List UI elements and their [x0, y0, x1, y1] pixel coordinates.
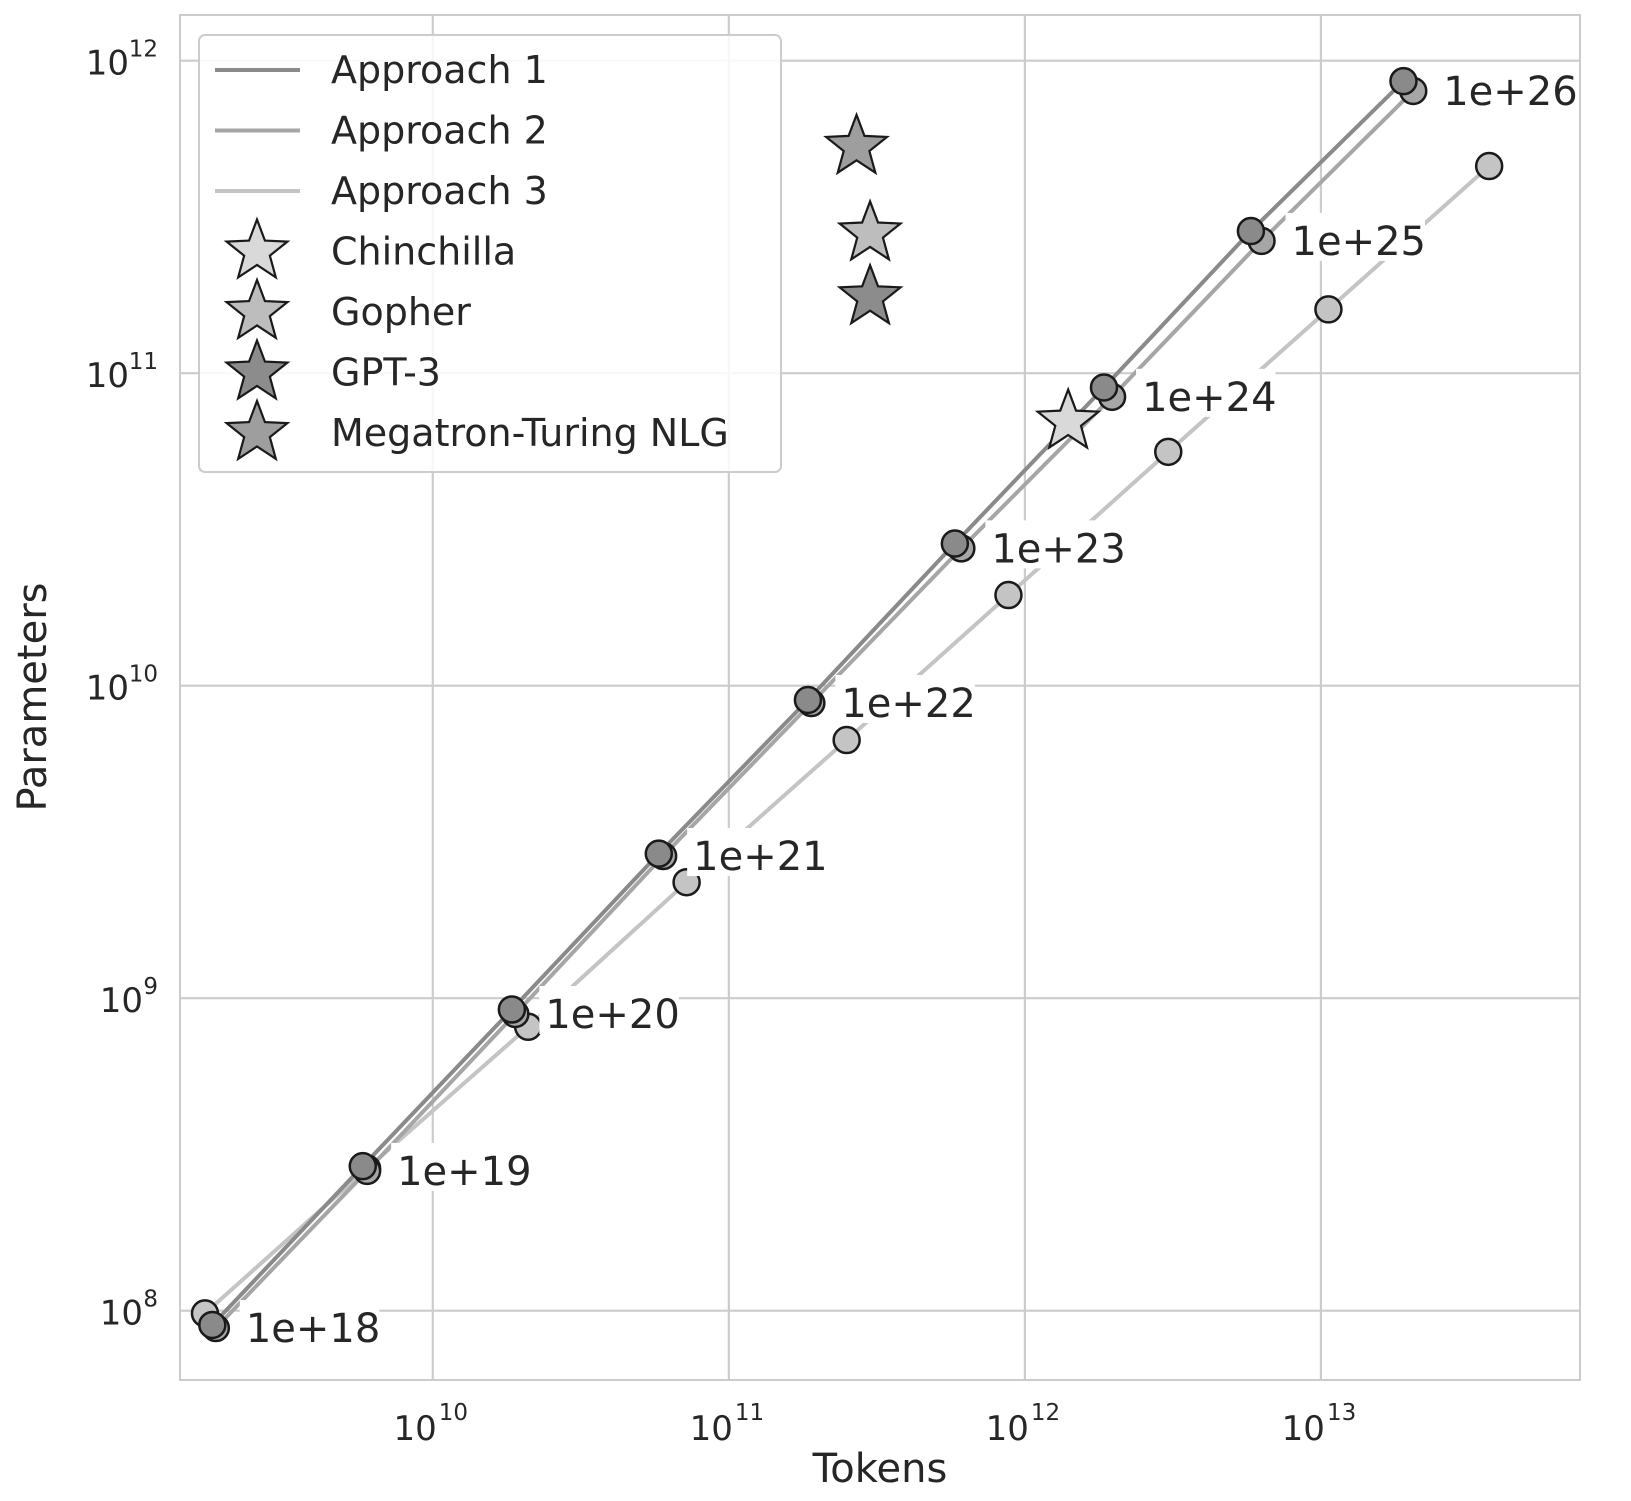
x-tick-label: 10 11	[690, 1400, 765, 1449]
series-point	[1154, 437, 1183, 467]
flop-label: 1e+24	[1142, 375, 1276, 421]
legend-label: Approach 3	[331, 169, 548, 213]
legend-label: Approach 2	[331, 109, 548, 153]
series-point	[832, 725, 861, 755]
legend-label: GPT-3	[331, 351, 441, 395]
flop-label-background	[1437, 62, 1577, 111]
legend-star-icon	[223, 337, 291, 401]
model-star-gopher	[836, 198, 904, 262]
legend: Approach 1 Approach 2 Approach 3 Chinchilla…	[198, 34, 782, 473]
flop-label: 1e+20	[545, 992, 679, 1038]
legend-label: Megatron-Turing NLG	[331, 411, 729, 455]
x-tick-label: 10 12	[986, 1400, 1061, 1449]
x-axis-title: Tokens	[812, 1446, 948, 1492]
legend-label: Gopher	[331, 290, 471, 334]
flop-label-background	[687, 828, 827, 877]
series-point	[348, 1151, 378, 1181]
y-tick-exponent: 10	[129, 662, 158, 688]
y-tick-label: 910	[100, 974, 158, 1021]
y-tick-base: 10	[86, 669, 129, 709]
x-tick-base: 10	[690, 1409, 733, 1449]
model-star-chinchilla	[1034, 386, 1102, 450]
legend-box	[198, 34, 782, 473]
plot-frame	[179, 14, 1581, 1381]
series-point	[940, 529, 970, 558]
series-point	[198, 1310, 227, 1340]
series-point	[644, 839, 674, 868]
y-tick-base: 10	[86, 356, 129, 396]
series-point	[793, 685, 823, 715]
series-points	[190, 66, 1504, 1343]
flop-label-background	[539, 985, 679, 1034]
legend-label: Chinchilla	[331, 230, 516, 274]
flop-label-background	[985, 520, 1125, 569]
legend-star-icon	[223, 216, 291, 280]
series-point	[1236, 216, 1266, 246]
series-point	[1389, 66, 1418, 96]
legend-label: Approach 1	[331, 48, 548, 92]
y-tick-exponent: 11	[129, 349, 158, 375]
x-tick-label: 10 13	[1282, 1400, 1357, 1449]
flop-label: 1e+22	[841, 681, 975, 727]
model-star-megatron-turing-nlg	[823, 111, 890, 176]
flop-label-background	[239, 1300, 380, 1349]
series-point	[1089, 373, 1119, 402]
x-axis-ticks: 10 10 10 11 10 12 10 13	[394, 1400, 1357, 1449]
series-point	[994, 580, 1023, 610]
flop-labels: 1e+18 1e+19 1e+20 1e+21 1e+22 1e+23 1e+24 1e+25…	[239, 62, 1578, 1352]
x-tick-exponent: 11	[735, 1400, 764, 1426]
y-tick-label: 810	[100, 1287, 158, 1334]
y-tick-base: 10	[86, 44, 129, 84]
flop-label-background	[835, 675, 975, 724]
x-tick-base: 10	[986, 1409, 1029, 1449]
x-tick-base: 10	[1282, 1409, 1325, 1449]
series-point	[1314, 295, 1343, 324]
y-tick-base: 10	[100, 981, 143, 1021]
y-tick-exponent: 9	[143, 974, 158, 1000]
flop-label: 1e+23	[991, 526, 1125, 572]
flop-label-background	[1285, 212, 1426, 261]
y-tick-exponent: 8	[143, 1287, 158, 1313]
y-axis-title: Parameters	[10, 583, 56, 812]
flop-label: 1e+21	[693, 834, 827, 880]
y-tick-exponent: 12	[129, 37, 158, 63]
flop-label: 1e+26	[1443, 69, 1577, 115]
flop-label: 1e+25	[1292, 219, 1426, 265]
legend-star-icon	[223, 397, 291, 462]
model-stars	[823, 111, 1102, 450]
flop-label-background	[1136, 368, 1276, 417]
series-point	[1474, 151, 1504, 181]
model-star-gpt-3	[836, 262, 904, 326]
legend-star-icon	[223, 276, 291, 341]
flop-label-background	[391, 1142, 531, 1191]
flop-label: 1e+18	[246, 1306, 380, 1352]
y-tick-base: 10	[100, 1294, 143, 1334]
x-tick-exponent: 12	[1031, 1400, 1060, 1426]
x-tick-exponent: 13	[1327, 1400, 1356, 1426]
series-point	[497, 995, 527, 1024]
x-tick-base: 10	[394, 1409, 437, 1449]
flop-label: 1e+19	[397, 1149, 531, 1195]
x-tick-label: 10 10	[394, 1400, 469, 1449]
x-tick-exponent: 10	[439, 1400, 468, 1426]
